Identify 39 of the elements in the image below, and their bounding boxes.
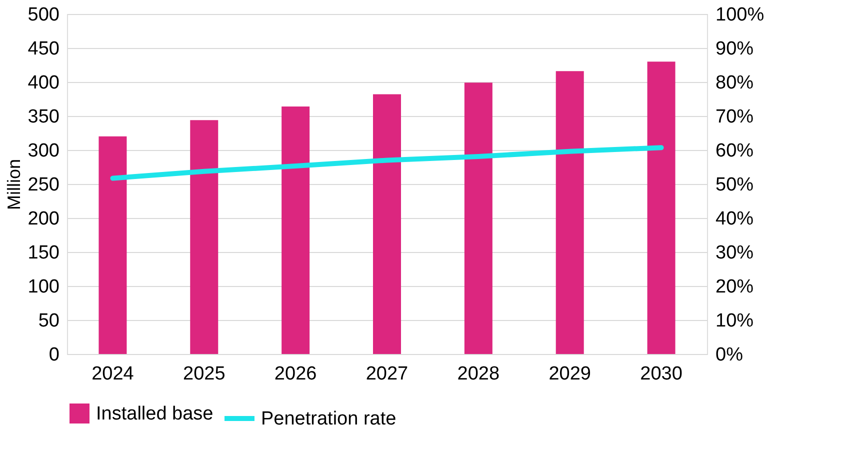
x-tick-label: 2024	[92, 364, 134, 384]
y-tick-label: 0	[48, 344, 60, 366]
y2-tick-label: 20%	[716, 276, 754, 298]
y2-tick-label: 40%	[716, 208, 754, 230]
y-tick-label: 450	[28, 38, 60, 60]
y2-tick-label: 10%	[716, 310, 754, 332]
y-tick-label: 500	[28, 4, 60, 26]
y2-tick-label: 70%	[716, 106, 754, 128]
y-tick-label: 200	[28, 208, 60, 230]
bar	[190, 120, 218, 354]
y-tick-label: 400	[28, 72, 60, 94]
bar	[373, 94, 401, 354]
y-tick-label: 50	[38, 310, 60, 332]
y2-tick-label: 100%	[716, 4, 764, 26]
bar	[464, 82, 492, 354]
x-tick-label: 2027	[366, 364, 408, 384]
bar	[98, 136, 127, 354]
x-tick-label: 2028	[457, 364, 500, 384]
bar	[556, 71, 584, 354]
y2-tick-label: 90%	[716, 38, 754, 60]
y-tick-label: 300	[28, 140, 60, 162]
legend-label: Installed base	[96, 404, 214, 424]
y-tick-label: 150	[28, 242, 60, 264]
y-tick-label: 250	[28, 174, 60, 196]
y2-tick-label: 30%	[716, 242, 754, 264]
y2-tick-label: 0%	[716, 344, 744, 366]
bar	[282, 106, 310, 354]
y2-tick-label: 60%	[716, 140, 754, 162]
x-tick-label: 2029	[548, 364, 591, 384]
legend-label: Penetration rate	[261, 408, 396, 430]
x-tick-label: 2030	[640, 364, 682, 384]
x-tick-label: 2026	[274, 364, 317, 384]
y2-tick-label: 80%	[716, 72, 754, 94]
y-tick-label: 350	[28, 106, 60, 128]
y2-tick-label: 50%	[716, 174, 754, 196]
x-tick-label: 2025	[183, 364, 226, 384]
y-tick-label: 100	[28, 276, 60, 298]
bar	[647, 62, 676, 354]
y-axis-title: Million	[4, 158, 24, 210]
